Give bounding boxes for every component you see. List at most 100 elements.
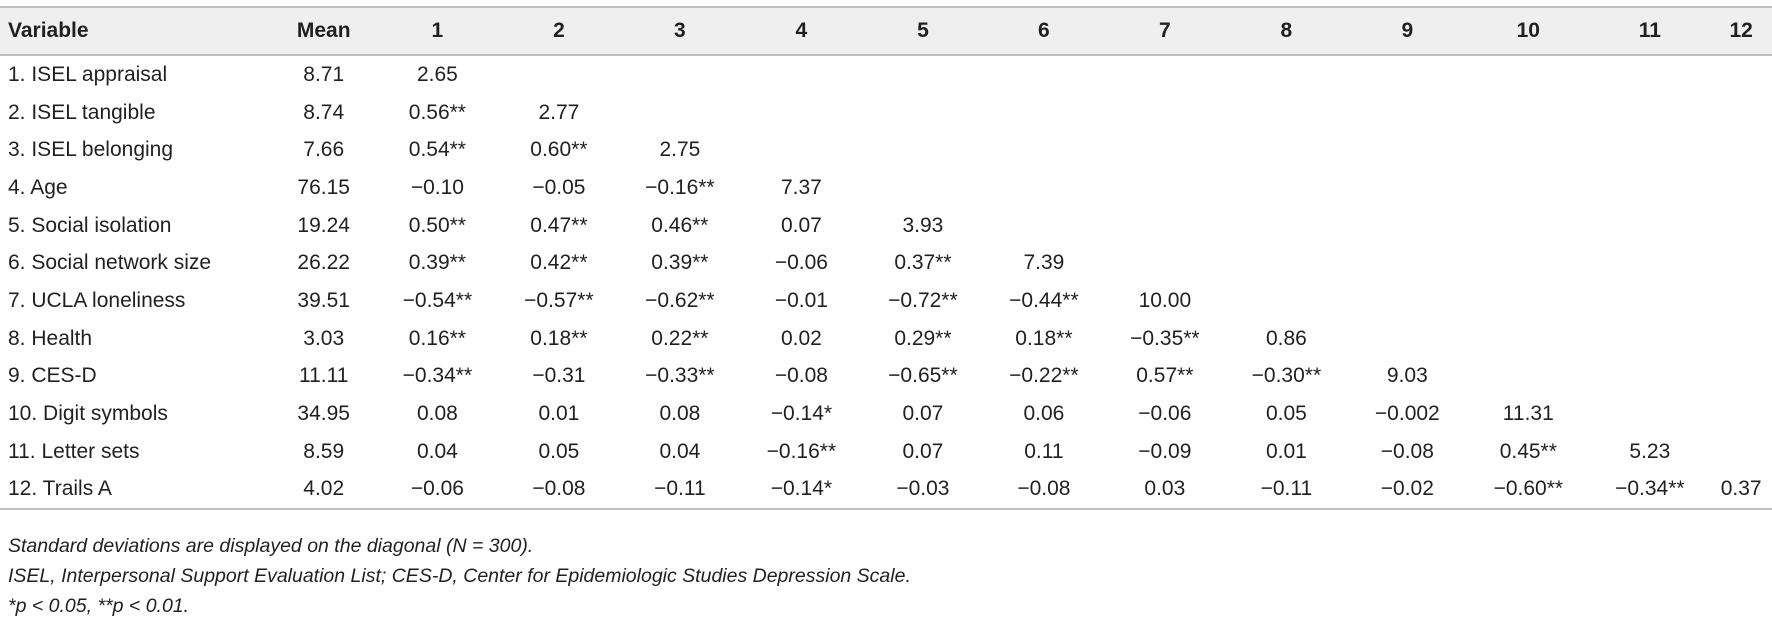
correlation-cell: 5.23 bbox=[1629, 439, 1671, 463]
correlation-cell: −0.54** bbox=[402, 288, 473, 312]
correlation-cell: 0.18** bbox=[530, 326, 588, 350]
correlation-cell: 10.00 bbox=[1138, 288, 1192, 312]
correlation-cell bbox=[1225, 169, 1347, 207]
correlation-cell bbox=[1225, 55, 1347, 94]
correlation-cell: −0.14* bbox=[770, 402, 833, 426]
correlation-cell: −0.31 bbox=[532, 364, 586, 388]
correlation-cell bbox=[983, 94, 1104, 132]
correlation-cell: −0.16** bbox=[766, 439, 837, 463]
correlation-cell bbox=[619, 94, 740, 132]
correlation-cell: −0.30** bbox=[1251, 364, 1322, 388]
correlation-cell: 0.01 bbox=[538, 402, 580, 426]
correlation-cell bbox=[862, 55, 983, 94]
correlation-cell bbox=[983, 207, 1104, 245]
correlation-cell bbox=[1225, 282, 1347, 320]
header-row: Variable Mean 1 2 3 4 5 6 7 8 9 10 11 12 bbox=[0, 6, 1772, 56]
correlation-cell: −0.35** bbox=[1130, 326, 1200, 350]
correlation-cell bbox=[1225, 244, 1347, 282]
correlation-cell: −0.57** bbox=[524, 288, 594, 312]
correlation-cell bbox=[1589, 207, 1710, 245]
correlation-cell bbox=[1467, 282, 1589, 320]
correlation-cell bbox=[1104, 207, 1225, 245]
correlation-cell: 0.37 bbox=[1710, 470, 1772, 511]
correlation-cell: 0.60** bbox=[530, 138, 588, 162]
column-header-10: 10 bbox=[1467, 6, 1590, 56]
correlation-cell: −0.14* bbox=[740, 470, 863, 511]
correlation-cell: −0.62** bbox=[645, 288, 715, 312]
correlation-cell: −0.002 bbox=[1374, 402, 1440, 426]
correlation-cell: −0.10 bbox=[410, 175, 464, 199]
correlation-cell: −0.02 bbox=[1347, 470, 1468, 511]
correlation-cell bbox=[1589, 131, 1710, 169]
correlation-cell: 2.75 bbox=[659, 138, 701, 162]
correlation-cell bbox=[1710, 244, 1772, 282]
correlation-cell: 0.29** bbox=[894, 326, 952, 350]
correlation-cell: 0.11 bbox=[1024, 439, 1064, 463]
correlation-cell: 2.77 bbox=[538, 100, 580, 124]
correlation-cell: −0.06 bbox=[1138, 402, 1192, 426]
correlation-cell: 0.45** bbox=[1499, 439, 1557, 463]
correlation-cell: 0.04 bbox=[659, 439, 701, 463]
column-header-9: 9 bbox=[1347, 6, 1468, 56]
table-row: 12. Trails A 4.02 −0.06 −0.08 −0.11 −0.14* −0.… bbox=[0, 470, 1772, 511]
table-row: 9. CES-D 11.11 −0.34** −0.31 −0.33** −0.08 −0.… bbox=[0, 358, 1772, 396]
mean-cell: 8.71 bbox=[303, 62, 345, 86]
correlation-cell: 0.07 bbox=[902, 402, 944, 426]
correlation-cell bbox=[1589, 244, 1710, 282]
correlation-cell bbox=[1347, 282, 1467, 320]
correlation-cell: −0.08 bbox=[1380, 439, 1434, 463]
column-header-4: 4 bbox=[740, 6, 863, 56]
correlation-cell: 11.31 bbox=[1502, 402, 1554, 426]
correlation-cell bbox=[619, 55, 740, 94]
row-label: 5. Social isolation bbox=[8, 213, 172, 237]
correlation-cell bbox=[1710, 282, 1772, 320]
correlation-cell bbox=[1589, 320, 1710, 358]
correlation-cell: 0.39** bbox=[408, 251, 466, 275]
correlation-cell: 9.03 bbox=[1386, 364, 1428, 388]
row-label: 12. Trails A bbox=[0, 470, 272, 511]
correlation-cell: −0.65** bbox=[888, 364, 958, 388]
correlation-cell: −0.22** bbox=[1009, 364, 1079, 388]
table-row: 3. ISEL belonging 7.66 0.54** 0.60** 2.75 bbox=[0, 131, 1772, 169]
correlation-cell: −0.16** bbox=[645, 175, 715, 199]
correlation-cell bbox=[1104, 94, 1225, 132]
correlation-cell bbox=[1347, 94, 1467, 132]
correlation-cell: −0.06 bbox=[376, 470, 499, 511]
row-label: 6. Social network size bbox=[8, 251, 212, 275]
correlation-cell bbox=[1225, 94, 1347, 132]
table-row: 1. ISEL appraisal 8.71 2.65 bbox=[0, 55, 1772, 94]
correlation-cell: 0.57** bbox=[1136, 364, 1194, 388]
correlation-cell bbox=[1710, 395, 1772, 433]
correlation-cell bbox=[1710, 55, 1772, 94]
correlation-cell bbox=[862, 94, 983, 132]
correlation-cell: −0.44** bbox=[1009, 288, 1079, 312]
correlation-cell bbox=[1589, 94, 1710, 132]
correlation-cell bbox=[1710, 433, 1772, 471]
correlation-cell: 3.93 bbox=[902, 213, 944, 237]
table-row: 7. UCLA loneliness 39.51 −0.54** −0.57** −0.… bbox=[0, 282, 1772, 320]
correlation-cell bbox=[1467, 207, 1589, 245]
correlation-cell: 0.39** bbox=[651, 251, 709, 275]
correlation-cell: 0.16** bbox=[408, 326, 466, 350]
correlation-cell: 0.50** bbox=[408, 213, 466, 237]
row-label: 1. ISEL appraisal bbox=[8, 62, 168, 86]
row-label: 7. UCLA loneliness bbox=[8, 288, 186, 312]
correlation-cell bbox=[1710, 131, 1772, 169]
correlation-cell bbox=[1467, 169, 1589, 207]
column-header-7: 7 bbox=[1104, 6, 1226, 56]
row-label: 3. ISEL belonging bbox=[8, 138, 174, 162]
correlation-cell bbox=[862, 131, 983, 169]
correlation-cell: −0.06 bbox=[774, 251, 828, 275]
correlation-cell: 0.08 bbox=[416, 402, 458, 426]
correlation-cell: −0.11 bbox=[1225, 470, 1348, 511]
table-body: 1. ISEL appraisal 8.71 2.65 2. ISEL tangibl… bbox=[0, 55, 1772, 511]
mean-cell: 8.59 bbox=[303, 439, 345, 463]
correlation-cell bbox=[1589, 282, 1710, 320]
correlation-cell: 0.37** bbox=[894, 251, 952, 275]
correlation-cell bbox=[1104, 169, 1225, 207]
mean-cell: 19.24 bbox=[297, 213, 350, 237]
footnote-sd: Standard deviations are displayed on the… bbox=[8, 535, 534, 557]
column-header-12: 12 bbox=[1710, 6, 1772, 56]
column-header-mean: Mean bbox=[271, 6, 377, 56]
